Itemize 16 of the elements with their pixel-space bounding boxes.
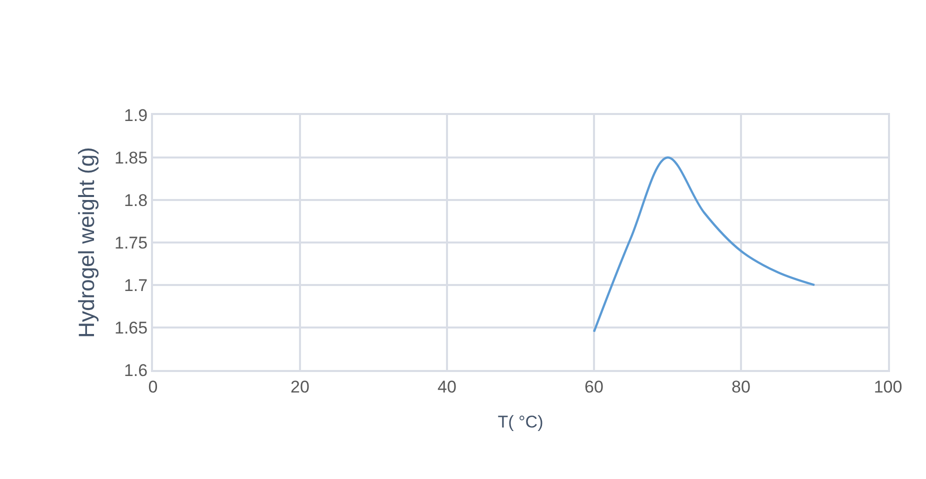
y-tick-label: 1.75 [114, 233, 148, 252]
x-axis-title: T( °C) [498, 412, 544, 432]
y-tick-label: 1.8 [124, 190, 148, 210]
x-tick-label: 100 [874, 377, 902, 396]
y-axis-title: Hydrogel weight (g) [74, 147, 99, 338]
y-tick-label: 1.9 [124, 106, 148, 125]
line-series [592, 156, 816, 333]
y-tick-label: 1.85 [114, 148, 148, 168]
x-tick-label: 60 [584, 377, 604, 396]
x-tick-label: 40 [438, 377, 456, 396]
y-tick-label: 1.7 [124, 276, 148, 295]
x-tick-label: 20 [290, 377, 310, 396]
y-tick-label: 1.6 [124, 360, 148, 380]
x-tick-label: 0 [148, 377, 158, 396]
y-tick-label: 1.65 [114, 318, 148, 338]
x-tick-label: 80 [732, 377, 750, 396]
